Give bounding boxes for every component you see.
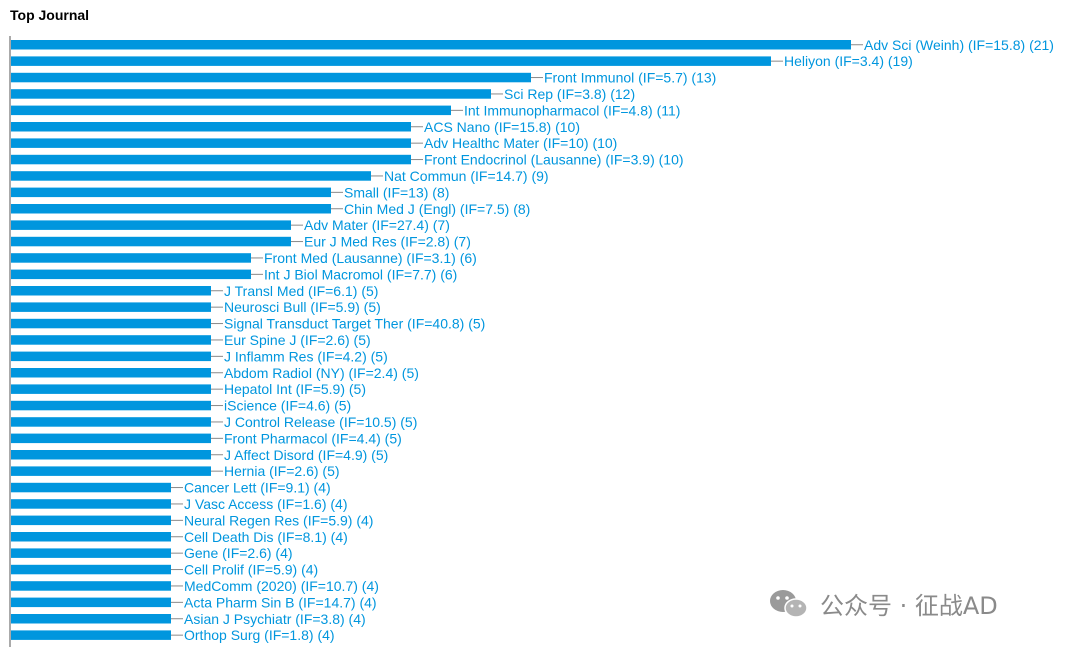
bar-label: Neural Regen Res (IF=5.9) (4) (184, 512, 373, 528)
bar (11, 564, 171, 575)
bar-label: J Inflamm Res (IF=4.2) (5) (224, 348, 388, 364)
bar (11, 138, 411, 148)
watermark-text: 公众号 · 征战AD (820, 592, 998, 620)
bar (11, 368, 211, 378)
bar (11, 400, 211, 411)
bar (11, 548, 171, 558)
bar-label: J Vasc Access (IF=1.6) (4) (184, 496, 348, 512)
bar-label: Front Med (Lausanne) (IF=3.1) (6) (264, 250, 477, 266)
bar-label: Cell Death Dis (IF=8.1) (4) (184, 529, 348, 545)
bar-label: J Affect Disord (IF=4.9) (5) (224, 447, 388, 463)
bar (11, 351, 211, 362)
bar-label: Chin Med J (Engl) (IF=7.5) (8) (344, 201, 530, 217)
bar-label: Nat Commun (IF=14.7) (9) (384, 168, 549, 184)
watermark: 公众号 · 征战AD (768, 586, 998, 621)
bar-label: Signal Transduct Target Ther (IF=40.8) (… (224, 316, 485, 332)
bar-label: J Control Release (IF=10.5) (5) (224, 414, 417, 430)
bar-label: Acta Pharm Sin B (IF=14.7) (4) (184, 594, 377, 610)
bar-label: J Transl Med (IF=6.1) (5) (224, 283, 378, 299)
bar (11, 384, 211, 394)
bar-label: Heliyon (IF=3.4) (19) (784, 53, 913, 69)
bar-label: Int J Biol Macromol (IF=7.7) (6) (264, 266, 457, 282)
bar (11, 630, 171, 640)
bar (11, 433, 211, 444)
bar-label: Asian J Psychiatr (IF=3.8) (4) (184, 611, 366, 627)
bar-label: Gene (IF=2.6) (4) (184, 545, 293, 561)
bar (11, 236, 291, 247)
bar (11, 40, 851, 50)
chart-title: Top Journal (10, 7, 90, 23)
bar (11, 335, 211, 345)
labels-group: Adv Sci (Weinh) (IF=15.8) (21)Heliyon (I… (171, 37, 1054, 643)
bar-label: Adv Healthc Mater (IF=10) (10) (424, 135, 617, 151)
bar-label: Hernia (IF=2.6) (5) (224, 463, 340, 479)
bar-label: Adv Sci (Weinh) (IF=15.8) (21) (864, 37, 1054, 53)
bar-label: Sci Rep (IF=3.8) (12) (504, 86, 635, 102)
bar-label: Front Pharmacol (IF=4.4) (5) (224, 430, 402, 446)
bar (11, 72, 531, 83)
bar (11, 286, 211, 296)
bar (11, 532, 171, 542)
bar (11, 269, 251, 280)
bar (11, 122, 411, 132)
bar (11, 105, 451, 116)
bar (11, 318, 211, 329)
bar-label: ACS Nano (IF=15.8) (10) (424, 119, 580, 135)
bar (11, 450, 211, 460)
bar (11, 581, 171, 591)
bar (11, 89, 491, 99)
wechat-icon (768, 588, 810, 620)
bar-label: Orthop Surg (IF=1.8) (4) (184, 627, 335, 643)
bar-label: Neurosci Bull (IF=5.9) (5) (224, 299, 381, 315)
bar-label: Small (IF=13) (8) (344, 184, 449, 200)
bar-label: Front Immunol (IF=5.7) (13) (544, 70, 716, 86)
bar-label: Cell Prolif (IF=5.9) (4) (184, 562, 318, 578)
bar-label: Hepatol Int (IF=5.9) (5) (224, 381, 366, 397)
bar (11, 220, 291, 230)
bar (11, 499, 171, 509)
bar (11, 482, 171, 493)
bar-label: Cancer Lett (IF=9.1) (4) (184, 480, 331, 496)
bar-label: MedComm (2020) (IF=10.7) (4) (184, 578, 379, 594)
bar-label: iScience (IF=4.6) (5) (224, 398, 351, 414)
bar-label: Abdom Radiol (NY) (IF=2.4) (5) (224, 365, 419, 381)
bar-label: Front Endocrinol (Lausanne) (IF=3.9) (10… (424, 152, 684, 168)
bar (11, 154, 411, 165)
bar (11, 302, 211, 312)
bar (11, 253, 251, 263)
bar (11, 204, 331, 214)
bar-label: Eur J Med Res (IF=2.8) (7) (304, 234, 471, 250)
bar (11, 515, 171, 526)
bar (11, 171, 371, 181)
bar (11, 614, 171, 624)
bar-label: Adv Mater (IF=27.4) (7) (304, 217, 450, 233)
bars-group (11, 40, 851, 640)
bar (11, 466, 211, 476)
bar (11, 187, 331, 198)
bar-label: Eur Spine J (IF=2.6) (5) (224, 332, 371, 348)
bar (11, 597, 171, 608)
bar (11, 417, 211, 427)
bar-label: Int Immunopharmacol (IF=4.8) (11) (464, 102, 680, 118)
bar (11, 56, 771, 66)
